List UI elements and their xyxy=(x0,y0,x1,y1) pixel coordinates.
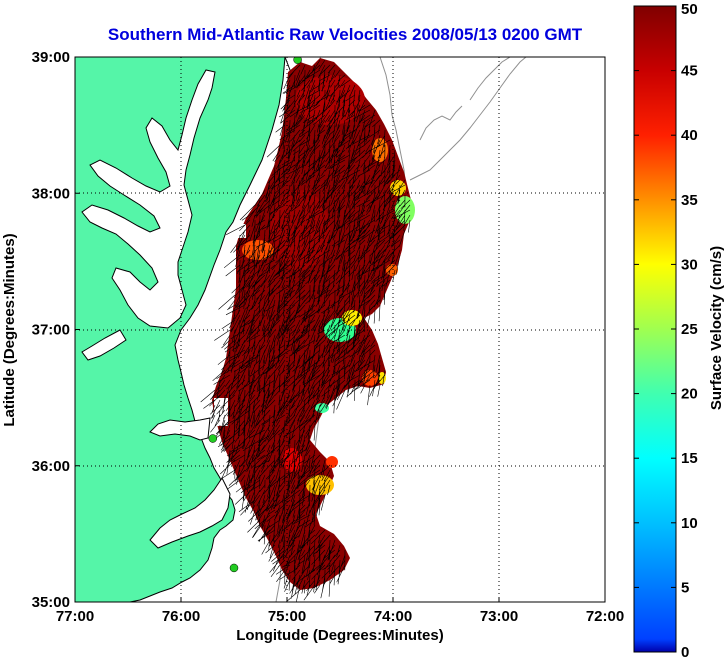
colorbar-tick-label: 10 xyxy=(681,515,698,532)
x-tick-label: 73:00 xyxy=(480,608,518,625)
map-plot-area xyxy=(74,56,606,603)
y-axis-label: Latitude (Degrees:Minutes) xyxy=(1,233,18,426)
colorbar-tick-label: 45 xyxy=(681,63,698,80)
colorbar-gradient xyxy=(633,5,677,653)
station-marker xyxy=(293,57,302,64)
station-marker xyxy=(229,563,239,573)
y-tick-label: 35:00 xyxy=(32,594,70,611)
station-marker xyxy=(208,434,218,443)
colorbar-tick-label: 0 xyxy=(681,644,689,659)
velocity-hotspot-orange xyxy=(326,456,338,468)
colorbar-tick-label: 35 xyxy=(681,192,698,209)
colorbar-ticks: 0 5 10 15 20 25 30 35 40 45 50 xyxy=(634,1,698,659)
colorbar-tick-label: 30 xyxy=(681,256,698,273)
grid-lines xyxy=(75,57,605,602)
y-tick-label: 37:00 xyxy=(32,322,70,339)
velocity-gap xyxy=(214,398,228,426)
y-tick-label: 38:00 xyxy=(32,185,70,202)
colorbar-tick-label: 50 xyxy=(681,1,698,18)
colorbar-tick-label: 20 xyxy=(681,386,698,403)
y-tick-label: 39:00 xyxy=(32,49,70,66)
x-tick-label: 72:00 xyxy=(586,608,624,625)
x-tick-label: 74:00 xyxy=(374,608,412,625)
x-tick-label: 76:00 xyxy=(162,608,200,625)
velocity-gap xyxy=(236,224,246,238)
x-axis-ticks: 77:00 76:00 75:00 74:00 73:00 72:00 xyxy=(56,597,624,625)
pamlico-sound xyxy=(149,477,231,549)
colorbar-tick-label: 15 xyxy=(681,450,698,467)
x-tick-label: 75:00 xyxy=(268,608,306,625)
colorbar-tick-label: 40 xyxy=(681,127,698,144)
y-axis-ticks: 39:00 38:00 37:00 36:00 35:00 xyxy=(32,49,80,611)
albemarle-sound xyxy=(149,417,211,441)
chesapeake-bay xyxy=(81,69,216,329)
colorbar-tick-label: 5 xyxy=(681,579,689,596)
x-axis-label: Longitude (Degrees:Minutes) xyxy=(236,627,444,644)
colorbar-tick-label: 25 xyxy=(681,321,698,338)
x-tick-label: 77:00 xyxy=(56,608,94,625)
colorbar-label: Surface Velocity (cm/s) xyxy=(708,246,724,410)
velocity-hotspot-orange xyxy=(242,240,274,260)
velocity-hotspot-yellow xyxy=(342,310,362,326)
bay-branch xyxy=(81,329,127,361)
hf-radar-stations xyxy=(208,57,302,573)
colorbar: 0 5 10 15 20 25 30 35 40 45 50 Surface Velocity (c… xyxy=(633,1,724,659)
chart-title: Southern Mid-Atlantic Raw Velocities 200… xyxy=(108,25,583,44)
y-tick-label: 36:00 xyxy=(32,458,70,475)
